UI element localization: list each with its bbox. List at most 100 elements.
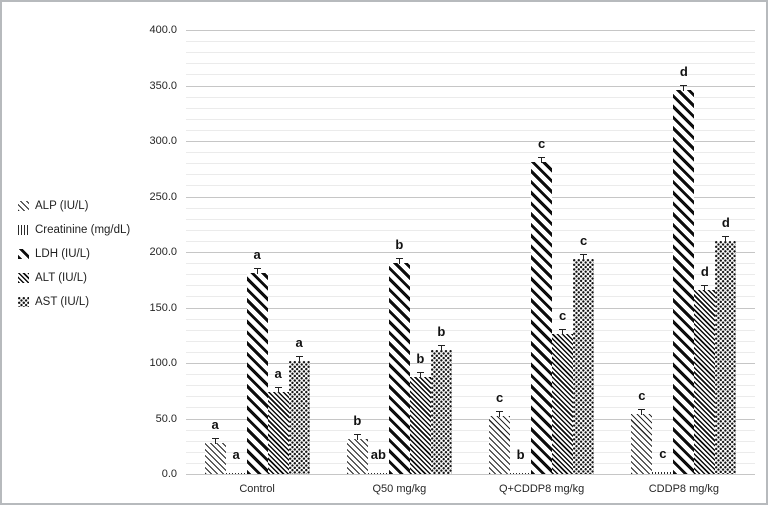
y-axis-tick-label: 50.0 xyxy=(155,412,177,425)
y-axis-tick-label: 200.0 xyxy=(149,246,177,258)
gridline xyxy=(186,152,755,154)
gridline xyxy=(186,74,755,76)
bar-alt-iu-l-q50-mg-kg xyxy=(409,377,431,474)
error-bar xyxy=(274,386,282,393)
gridline xyxy=(186,96,755,98)
gridline xyxy=(186,263,755,265)
error-bar xyxy=(580,253,588,260)
gridline xyxy=(186,229,755,231)
significance-letter: b xyxy=(516,446,525,462)
gridline xyxy=(186,196,755,198)
gridline xyxy=(186,396,755,398)
legend-item-creatinine-mg-dl: Creatinine (mg/dL) xyxy=(18,220,130,240)
error-bar xyxy=(211,437,219,444)
legend-label: LDH (IU/L) xyxy=(35,248,90,260)
gridline xyxy=(186,285,755,287)
error-bar xyxy=(701,284,709,291)
significance-letter: c xyxy=(659,445,667,461)
bar-ast-iu-l-control xyxy=(288,360,310,474)
gridline xyxy=(186,252,755,253)
x-axis-category-label: Control xyxy=(239,483,275,495)
gridline xyxy=(186,351,755,353)
bar-alp-iu-l-control xyxy=(204,442,226,474)
gridline xyxy=(186,185,755,187)
gridline xyxy=(186,418,755,420)
gridline xyxy=(186,141,755,142)
legend-item-alp-iu-l: ALP (IU/L) xyxy=(18,196,88,216)
significance-letter: c xyxy=(495,390,504,406)
legend-marker-ast-iu-l-pattern-icon xyxy=(18,297,29,307)
bar-ast-iu-l-q-cddp8-mg-kg xyxy=(573,258,595,474)
gridline xyxy=(186,41,755,43)
x-axis-category-label: Q+CDDP8 mg/kg xyxy=(498,483,585,495)
gridline xyxy=(186,340,755,342)
legend-label: ALP (IU/L) xyxy=(35,200,89,212)
bar-ldh-iu-l-cddp8-mg-kg xyxy=(673,89,695,474)
gridline xyxy=(186,218,755,220)
significance-letter: b xyxy=(395,237,404,253)
significance-letter: d xyxy=(700,263,709,279)
legend-label: AST (IU/L) xyxy=(35,296,90,308)
gridline xyxy=(186,118,755,120)
gridline xyxy=(186,363,755,364)
bar-ast-iu-l-cddp8-mg-kg xyxy=(715,240,737,474)
error-bar xyxy=(295,355,303,362)
significance-letter: c xyxy=(579,232,588,248)
y-axis-tick-label: 150.0 xyxy=(149,301,177,314)
bar-alp-iu-l-q50-mg-kg xyxy=(346,438,368,474)
bar-alp-iu-l-cddp8-mg-kg xyxy=(631,414,653,474)
gridline xyxy=(186,407,755,409)
gridline xyxy=(186,296,755,298)
legend-item-ast-iu-l: AST (IU/L) xyxy=(18,292,89,312)
gridline xyxy=(186,462,755,464)
bar-creatinine-mg-dl-q-cddp8-mg-kg xyxy=(510,472,532,474)
legend-item-ldh-iu-l: LDH (IU/L) xyxy=(18,244,90,264)
legend-marker-creatinine-mg-dl-pattern-icon xyxy=(18,225,29,235)
error-bar xyxy=(559,329,567,336)
bar-ldh-iu-l-control xyxy=(246,273,268,474)
y-axis-tick-label: 250.0 xyxy=(149,190,177,203)
significance-letter: c xyxy=(638,388,646,404)
y-axis-tick-label: 400.0 xyxy=(149,24,177,36)
legend-item-alt-iu-l: ALT (IU/L) xyxy=(18,268,87,288)
gridline xyxy=(186,374,755,376)
error-bar xyxy=(538,157,546,164)
significance-letter: c xyxy=(537,136,546,152)
y-axis-tick-label: 350.0 xyxy=(149,79,177,92)
error-bar xyxy=(638,409,646,416)
bar-alt-iu-l-q-cddp8-mg-kg xyxy=(552,334,574,474)
x-axis-category-label: Q50 mg/kg xyxy=(372,483,427,495)
error-bar xyxy=(722,235,730,242)
x-axis-category-label: CDDP8 mg/kg xyxy=(648,483,720,495)
gridline xyxy=(186,440,755,442)
legend-label: ALT (IU/L) xyxy=(35,272,87,284)
gridline xyxy=(186,163,755,165)
error-bar xyxy=(680,84,688,91)
gridline xyxy=(186,474,755,475)
y-axis-tick-label: 100.0 xyxy=(149,357,177,369)
significance-letter: a xyxy=(274,365,282,381)
error-bar xyxy=(253,268,261,275)
legend-marker-ldh-iu-l-pattern-icon xyxy=(18,249,29,259)
error-bar xyxy=(416,372,424,379)
error-bar xyxy=(437,344,445,351)
significance-letter: a xyxy=(232,447,240,462)
gridline xyxy=(186,85,755,87)
gridline xyxy=(186,52,755,54)
significance-letter: a xyxy=(253,247,261,263)
gridline xyxy=(186,385,755,387)
gridline xyxy=(186,107,755,109)
y-axis-tick-label: 300.0 xyxy=(149,135,177,147)
gridline xyxy=(186,274,755,276)
error-bar xyxy=(395,258,403,265)
gridline xyxy=(186,30,755,31)
gridline xyxy=(186,129,755,131)
bar-ldh-iu-l-q-cddp8-mg-kg xyxy=(531,162,553,474)
significance-letter: b xyxy=(416,351,425,367)
gridline xyxy=(186,307,755,309)
legend-marker-alp-iu-l-pattern-icon xyxy=(18,201,29,211)
gridline xyxy=(186,318,755,320)
significance-letter: ab xyxy=(370,447,386,462)
